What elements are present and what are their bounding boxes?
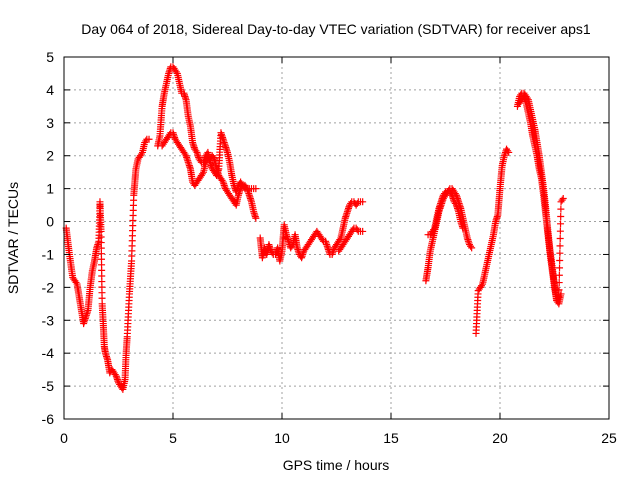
series-midday: [256, 198, 367, 265]
data-point-interp: [477, 282, 485, 290]
series-late-evening: [472, 145, 513, 337]
grid: [64, 57, 609, 419]
data-point-interp: [198, 170, 206, 178]
data-point-interp: [72, 278, 80, 286]
y-tick-label: 5: [46, 49, 54, 65]
data-point: [468, 244, 476, 252]
data-point-interp: [318, 236, 326, 244]
y-tick-label: -6: [42, 411, 55, 427]
x-tick-label: 0: [60, 430, 68, 446]
data-point-interp: [142, 137, 150, 145]
data-point: [252, 185, 260, 193]
series-morning-upper: [154, 63, 260, 222]
data-point-interp: [555, 286, 563, 294]
y-tick-label: -2: [42, 279, 55, 295]
series-morning-lower: [158, 129, 260, 209]
data-point-interp: [181, 150, 189, 158]
data-point-interp: [111, 371, 119, 379]
data-point-interp: [555, 279, 563, 287]
x-tick-label: 25: [601, 430, 617, 446]
data-point-interp: [451, 199, 459, 207]
data-point-interp: [336, 236, 344, 244]
y-tick-label: -5: [42, 378, 55, 394]
data-point-interp: [430, 226, 438, 234]
data-point: [559, 195, 567, 203]
data-point-interp: [556, 227, 564, 235]
x-tick-label: 5: [169, 430, 177, 446]
data-point-interp: [557, 220, 565, 228]
x-tick-label: 20: [492, 430, 508, 446]
data-point-interp: [557, 205, 565, 213]
data-point-interp: [557, 212, 565, 220]
data-point-interp: [203, 157, 211, 165]
data-point-interp: [192, 147, 200, 155]
data-points: [62, 63, 567, 393]
data-point-interp: [242, 183, 250, 191]
data-point-interp: [504, 147, 512, 155]
data-point-interp: [172, 68, 180, 76]
series-night-peak-lower: [516, 92, 565, 308]
data-point: [359, 198, 367, 206]
chart-title: Day 064 of 2018, Sidereal Day-to-day VTE…: [81, 21, 591, 37]
data-point-interp: [556, 235, 564, 243]
data-point-interp: [137, 150, 145, 158]
data-point-interp: [558, 196, 566, 204]
x-tick-label: 10: [274, 430, 290, 446]
data-point-interp: [209, 153, 217, 161]
y-tick-label: -3: [42, 312, 55, 328]
data-point-interp: [467, 242, 475, 250]
data-point: [145, 135, 153, 143]
series-midday-lower: [335, 224, 367, 255]
series-early-dip: [62, 135, 153, 393]
data-point-interp: [353, 226, 361, 234]
data-point: [505, 148, 513, 156]
y-tick-label: 1: [46, 181, 54, 197]
y-tick-label: -1: [42, 246, 55, 262]
y-tick-label: 0: [46, 214, 54, 230]
data-point-interp: [353, 199, 361, 207]
y-tick-label: -4: [42, 345, 55, 361]
data-point: [459, 224, 467, 232]
axis-ticks: 0 5 10 15 20 25 -6 -5 -4 -3 -2 -1 0 1 2 3 4 5: [42, 49, 617, 446]
data-point: [557, 290, 565, 298]
data-point: [359, 227, 367, 235]
data-point-interp: [556, 249, 564, 257]
x-tick-label: 15: [383, 430, 399, 446]
plot-frame: [63, 56, 610, 420]
data-point-interp: [440, 190, 448, 198]
data-point-interp: [556, 257, 564, 265]
y-axis-label: SDTVAR / TECUs: [5, 182, 21, 294]
data-point-interp: [447, 190, 455, 198]
data-point-interp: [556, 264, 564, 272]
y-tick-label: 4: [46, 82, 54, 98]
data-point-interp: [218, 176, 226, 184]
series-evening-hump-lower: [424, 188, 467, 239]
y-tick-label: 2: [46, 148, 54, 164]
data-point-interp: [556, 242, 564, 250]
data-point-interp: [555, 271, 563, 279]
y-tick-label: 3: [46, 115, 54, 131]
data-point: [252, 214, 260, 222]
x-axis-label: GPS time / hours: [283, 457, 390, 473]
